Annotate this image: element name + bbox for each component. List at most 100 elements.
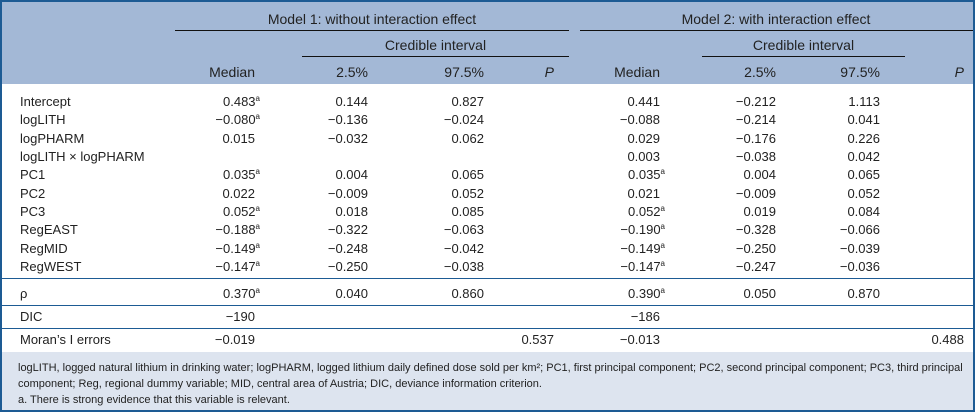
table-cell: −0.038 xyxy=(374,259,484,275)
row-label: DIC xyxy=(20,309,43,324)
table-cell: −0.066 xyxy=(770,222,880,238)
cell-value: 0.018 xyxy=(335,204,368,219)
significance-marker: a xyxy=(660,204,665,213)
cell-value: −186 xyxy=(630,309,660,324)
cell-value: −0.149 xyxy=(215,241,256,256)
model1-ci-heading: Credible interval xyxy=(384,37,487,53)
table-cell: 0.004 xyxy=(258,167,368,183)
table-cell: −0.063 xyxy=(374,222,484,238)
divider xyxy=(2,328,973,329)
significance-marker: a xyxy=(660,167,665,176)
cell-value: 0.537 xyxy=(521,332,554,347)
cell-value: −0.038 xyxy=(735,149,776,164)
table-cell: −0.149a xyxy=(150,241,260,257)
significance-marker: a xyxy=(255,112,260,121)
cell-value: 0.041 xyxy=(847,112,880,127)
table-cell: −0.088 xyxy=(550,112,660,128)
cell-value: 0.085 xyxy=(451,204,484,219)
cell-value: 0.052 xyxy=(451,186,484,201)
cell-value: −0.136 xyxy=(327,112,368,127)
table-cell: 0.052 xyxy=(770,186,880,202)
table-cell: 0.041 xyxy=(770,112,880,128)
cell-value: 0.035 xyxy=(628,167,661,182)
cell-value: 0.019 xyxy=(743,204,776,219)
table-cell: 0.144 xyxy=(258,94,368,110)
table-cell: 0.052 xyxy=(374,186,484,202)
table-cell: −0.248 xyxy=(258,241,368,257)
cell-value: −0.190 xyxy=(620,222,661,237)
significance-marker: a xyxy=(255,286,260,295)
significance-marker: a xyxy=(255,167,260,176)
row-label: Intercept xyxy=(20,94,71,109)
cell-value: −0.038 xyxy=(443,259,484,274)
cell-value: 0.029 xyxy=(627,131,660,146)
table-cell: −0.176 xyxy=(666,131,776,147)
cell-value: 0.003 xyxy=(627,149,660,164)
table-cell: −0.009 xyxy=(666,186,776,202)
table-cell: 0.084 xyxy=(770,204,880,220)
significance-marker: a xyxy=(660,241,665,250)
row-label: logPHARM xyxy=(20,131,85,146)
cell-value: −0.149 xyxy=(620,241,661,256)
table-cell: 0.050 xyxy=(666,286,776,302)
table-cell: −0.038 xyxy=(666,149,776,165)
significance-marker: a xyxy=(660,222,665,231)
cell-value: −0.063 xyxy=(443,222,484,237)
table-cell: −0.009 xyxy=(258,186,368,202)
cell-value: −0.009 xyxy=(735,186,776,201)
cell-value: 0.065 xyxy=(847,167,880,182)
table-cell: 0.052a xyxy=(150,204,260,220)
model1-heading: Model 1: without interaction effect xyxy=(267,11,477,27)
significance-marker: a xyxy=(255,222,260,231)
table-cell: −0.188a xyxy=(150,222,260,238)
cell-value: 0.052 xyxy=(847,186,880,201)
table-cell: 0.870 xyxy=(770,286,880,302)
cell-value: 0.370 xyxy=(223,286,256,301)
table-cell: 0.062 xyxy=(374,131,484,147)
cell-value: 0.144 xyxy=(335,94,368,109)
cell-value: 0.050 xyxy=(743,286,776,301)
cell-value: −0.147 xyxy=(215,259,256,274)
table-cell: 0.226 xyxy=(770,131,880,147)
cell-value: −0.214 xyxy=(735,112,776,127)
row-label: ρ xyxy=(20,286,28,301)
table-cell: −0.190a xyxy=(555,222,665,238)
cell-value: 0.226 xyxy=(847,131,880,146)
table-cell: 0.370a xyxy=(150,286,260,302)
column-header: 97.5% xyxy=(444,64,484,80)
table-cell: −0.250 xyxy=(258,259,368,275)
table-cell: 0.015 xyxy=(145,131,255,147)
cell-value: −0.250 xyxy=(735,241,776,256)
table-cell: 0.029 xyxy=(550,131,660,147)
table-cell: 0.390a xyxy=(555,286,665,302)
cell-value: 0.062 xyxy=(451,131,484,146)
model2-heading: Model 2: with interaction effect xyxy=(681,11,871,27)
column-header: 2.5% xyxy=(336,64,368,80)
model1-ci-rule xyxy=(302,56,569,57)
cell-value: −0.080 xyxy=(215,112,256,127)
significance-marker: a xyxy=(660,259,665,268)
table-cell: −0.036 xyxy=(770,259,880,275)
table-cell: −0.322 xyxy=(258,222,368,238)
table-cell: 0.040 xyxy=(258,286,368,302)
model2-rule xyxy=(580,30,973,31)
table-cell: 0.065 xyxy=(770,167,880,183)
table-cell: −0.019 xyxy=(145,332,255,348)
cell-value: −0.042 xyxy=(443,241,484,256)
cell-value: −0.248 xyxy=(327,241,368,256)
table-cell: 0.022 xyxy=(145,186,255,202)
cell-value: 0.827 xyxy=(451,94,484,109)
column-header: 2.5% xyxy=(744,64,776,80)
table-cell: −0.032 xyxy=(258,131,368,147)
table-cell: 0.035a xyxy=(150,167,260,183)
cell-value: 0.441 xyxy=(627,94,660,109)
cell-value: −0.088 xyxy=(619,112,660,127)
table-cell: 0.021 xyxy=(550,186,660,202)
row-label: RegEAST xyxy=(20,222,78,237)
row-label: logLITH × logPHARM xyxy=(20,149,145,164)
table-cell: 0.483a xyxy=(150,94,260,110)
cell-value: −0.039 xyxy=(839,241,880,256)
table-cell: 0.065 xyxy=(374,167,484,183)
table-cell: 0.441 xyxy=(550,94,660,110)
